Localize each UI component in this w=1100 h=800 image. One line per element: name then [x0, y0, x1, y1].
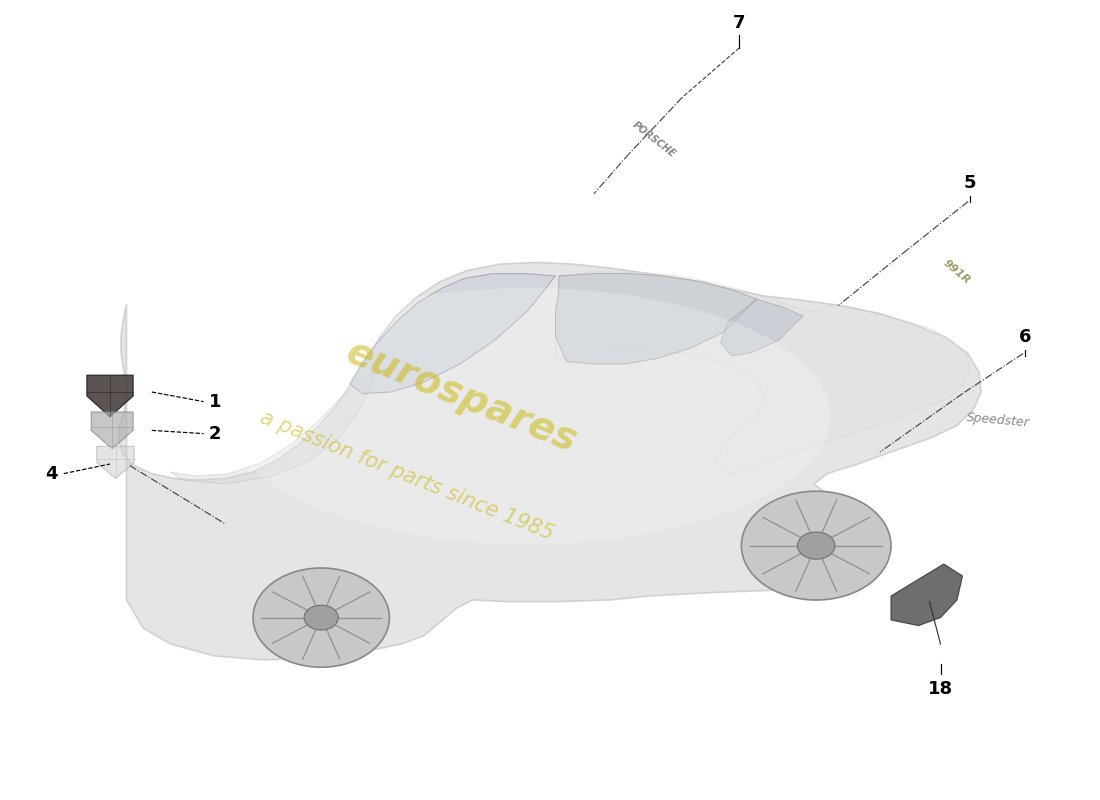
- Text: Speedster: Speedster: [966, 410, 1030, 430]
- Text: 7: 7: [733, 14, 746, 32]
- Circle shape: [304, 605, 339, 630]
- Text: 6: 6: [1019, 328, 1032, 346]
- Text: 18: 18: [928, 680, 953, 698]
- Polygon shape: [891, 564, 962, 626]
- Circle shape: [253, 568, 389, 667]
- Text: 4: 4: [45, 465, 57, 482]
- Text: 2: 2: [209, 425, 221, 442]
- Text: 5: 5: [964, 174, 977, 192]
- Polygon shape: [556, 272, 970, 476]
- Text: a passion for parts since 1985: a passion for parts since 1985: [257, 408, 557, 544]
- Text: eurospares: eurospares: [341, 332, 583, 460]
- Polygon shape: [350, 274, 556, 394]
- Polygon shape: [720, 299, 803, 356]
- Circle shape: [798, 532, 835, 559]
- Polygon shape: [91, 412, 133, 449]
- Circle shape: [741, 491, 891, 600]
- Polygon shape: [170, 368, 380, 484]
- Ellipse shape: [226, 288, 830, 544]
- Text: 991R: 991R: [942, 258, 972, 286]
- Text: 1: 1: [209, 393, 221, 410]
- Polygon shape: [97, 446, 134, 478]
- Polygon shape: [87, 375, 133, 417]
- Polygon shape: [556, 274, 757, 364]
- Text: PORSCHE: PORSCHE: [631, 120, 678, 160]
- Polygon shape: [119, 262, 981, 660]
